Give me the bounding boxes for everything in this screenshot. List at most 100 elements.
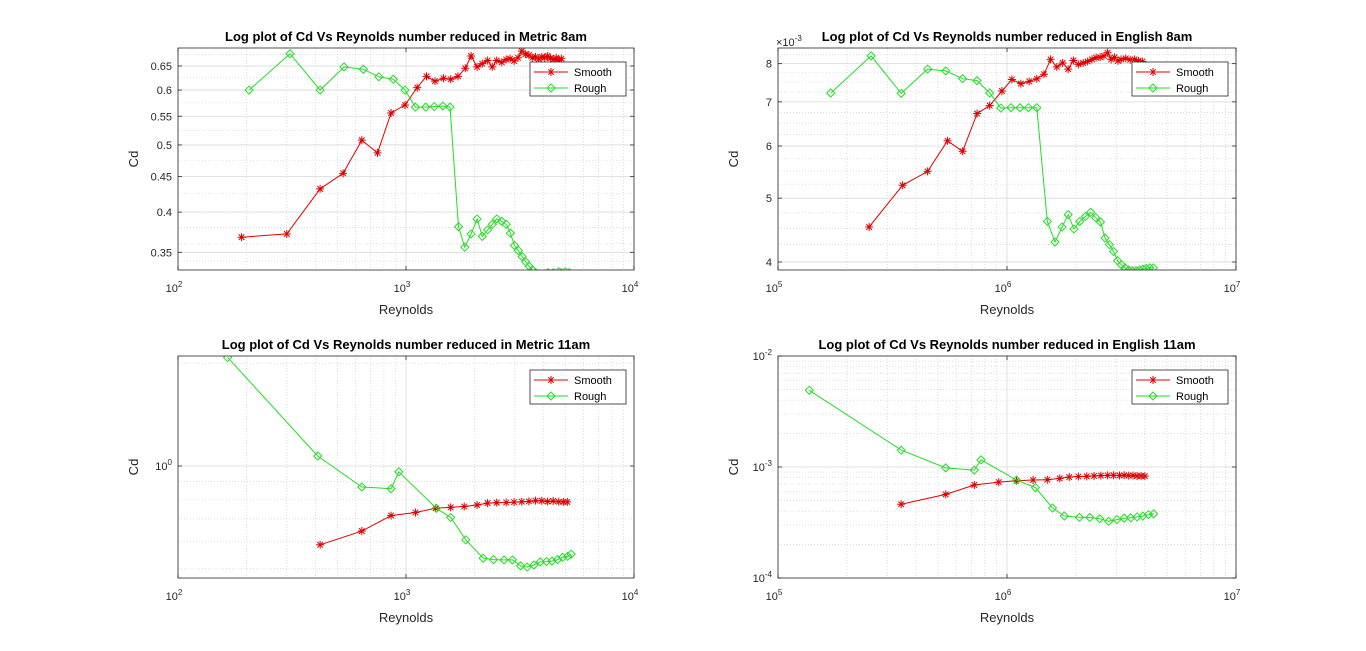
data-point-rough xyxy=(460,242,470,252)
data-point-smooth xyxy=(483,499,492,508)
data-point-smooth xyxy=(973,109,982,118)
x-tick-label: 106 xyxy=(995,588,1012,603)
data-point-rough xyxy=(1138,511,1148,521)
data-point-smooth xyxy=(316,540,325,549)
data-point-smooth xyxy=(282,229,291,238)
data-point-smooth xyxy=(534,55,543,64)
data-point-smooth xyxy=(357,527,366,536)
data-point-rough xyxy=(1104,239,1115,250)
data-point-smooth xyxy=(1117,55,1126,64)
data-point-rough xyxy=(552,554,563,565)
data-point-smooth xyxy=(1138,57,1147,66)
legend-entry-rough: Rough xyxy=(574,83,606,95)
data-point-smooth xyxy=(1124,471,1133,480)
legend-marker-rough xyxy=(1148,391,1158,401)
data-point-smooth xyxy=(497,58,506,67)
chart-title: Log plot of Cd Vs Reynolds number reduce… xyxy=(818,337,1195,352)
data-point-smooth xyxy=(1103,48,1112,57)
data-point-rough xyxy=(566,549,576,559)
data-point-smooth xyxy=(1046,55,1055,64)
data-point-smooth xyxy=(510,498,519,507)
legend-entry-smooth: Smooth xyxy=(1176,375,1214,387)
data-point-smooth xyxy=(994,478,1003,487)
y-tick-label: 4 xyxy=(766,257,772,269)
data-point-rough xyxy=(1063,209,1073,220)
data-point-smooth xyxy=(531,496,540,505)
data-point-smooth xyxy=(488,62,497,71)
legend: Smooth Rough xyxy=(529,369,627,405)
data-point-smooth xyxy=(997,87,1006,96)
data-point-smooth xyxy=(549,496,558,505)
data-point-smooth xyxy=(1096,53,1105,62)
data-point-smooth xyxy=(1115,471,1124,480)
data-point-smooth xyxy=(524,497,533,506)
data-point-smooth xyxy=(1107,55,1116,64)
data-point-rough xyxy=(515,561,526,571)
data-point-rough xyxy=(394,467,404,477)
chart-panel-4: 105 106 107 10-4 10-3 10-2 Log plot of Cd Vs R… xyxy=(726,337,1241,625)
data-point-rough xyxy=(563,551,573,562)
data-point-rough xyxy=(1085,207,1096,217)
data-point-rough xyxy=(505,228,516,238)
data-point-smooth xyxy=(514,53,523,62)
data-point-rough xyxy=(1143,509,1154,520)
grid xyxy=(778,48,1236,270)
legend: Smooth Rough xyxy=(1131,61,1229,97)
y-tick-label: 0.35 xyxy=(151,247,172,259)
data-point-rough xyxy=(420,102,431,112)
legend-marker-rough xyxy=(546,83,556,93)
data-point-rough xyxy=(244,85,254,95)
data-point-rough xyxy=(1124,265,1134,270)
x-tick-label: 107 xyxy=(1224,280,1241,295)
data-point-smooth xyxy=(521,50,530,59)
data-point-rough xyxy=(522,562,532,572)
data-point-smooth xyxy=(543,497,552,506)
data-point-smooth xyxy=(446,75,455,84)
data-point-rough xyxy=(357,482,367,492)
data-point-rough xyxy=(497,216,507,226)
data-point-smooth xyxy=(537,52,546,61)
data-point-smooth xyxy=(943,136,952,145)
data-point-smooth xyxy=(237,233,246,242)
legend-entry-smooth: Smooth xyxy=(574,67,612,79)
y-tick-label: 0.65 xyxy=(151,61,172,73)
x-tick-label: 107 xyxy=(1224,588,1241,603)
data-point-smooth xyxy=(1103,471,1112,480)
data-point-rough xyxy=(541,269,543,270)
data-point-rough xyxy=(501,219,511,230)
x-tick-label: 104 xyxy=(622,280,639,295)
data-point-smooth xyxy=(865,223,874,232)
data-point-rough xyxy=(488,554,499,565)
data-point-smooth xyxy=(517,48,526,56)
data-point-smooth xyxy=(467,51,476,60)
legend-marker-smooth xyxy=(1149,376,1157,384)
data-point-rough xyxy=(957,74,968,84)
data-point-smooth xyxy=(316,184,325,193)
data-point-rough xyxy=(984,88,995,98)
data-point-rough xyxy=(410,102,421,112)
data-point-smooth xyxy=(563,497,572,506)
data-point-rough xyxy=(461,535,471,545)
data-point-rough xyxy=(1085,512,1095,523)
y-tick-label: 5 xyxy=(766,193,772,205)
data-point-smooth xyxy=(1082,472,1091,481)
data-point-rough xyxy=(509,240,520,251)
data-point-rough xyxy=(1116,260,1127,270)
data-point-smooth xyxy=(422,72,431,81)
data-point-smooth xyxy=(387,108,396,117)
chart-title: Log plot of Cd Vs Reynolds number reduce… xyxy=(222,337,590,352)
data-point-rough xyxy=(445,102,455,112)
data-point-smooth xyxy=(387,511,396,520)
data-point-smooth xyxy=(941,490,950,499)
data-point-smooth xyxy=(506,54,515,63)
data-point-rough xyxy=(1011,475,1022,485)
data-point-rough xyxy=(1148,263,1158,270)
data-point-smooth xyxy=(1079,58,1088,67)
data-point-rough xyxy=(477,231,487,242)
data-point-rough xyxy=(1148,509,1159,519)
chart-panel-3: 102 103 104 100 Log plot of Cd Vs Reynolds n… xyxy=(126,337,639,625)
chart-panel-2: 105 106 107 4 5 6 7 8 ×10-3 Log plot of Cd Vs Rey… xyxy=(726,29,1241,317)
data-point-smooth xyxy=(473,62,482,71)
data-point-rough xyxy=(431,503,442,514)
data-point-smooth xyxy=(1121,54,1130,63)
